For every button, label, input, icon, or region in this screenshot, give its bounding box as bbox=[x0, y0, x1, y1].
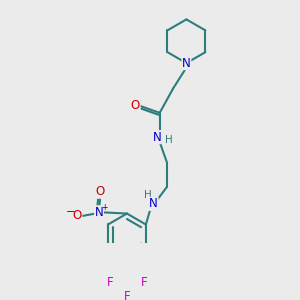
Text: O: O bbox=[73, 209, 82, 223]
Text: N: N bbox=[152, 130, 161, 144]
Text: F: F bbox=[124, 290, 130, 300]
Text: N: N bbox=[182, 57, 191, 70]
Text: N: N bbox=[149, 197, 158, 210]
Text: N: N bbox=[95, 206, 103, 219]
Text: F: F bbox=[141, 276, 147, 289]
Text: H: H bbox=[144, 190, 152, 200]
Text: F: F bbox=[106, 276, 113, 289]
Text: O: O bbox=[96, 185, 105, 198]
Text: +: + bbox=[101, 203, 108, 212]
Text: O: O bbox=[131, 99, 140, 112]
Text: −: − bbox=[66, 205, 76, 218]
Text: H: H bbox=[165, 134, 173, 145]
